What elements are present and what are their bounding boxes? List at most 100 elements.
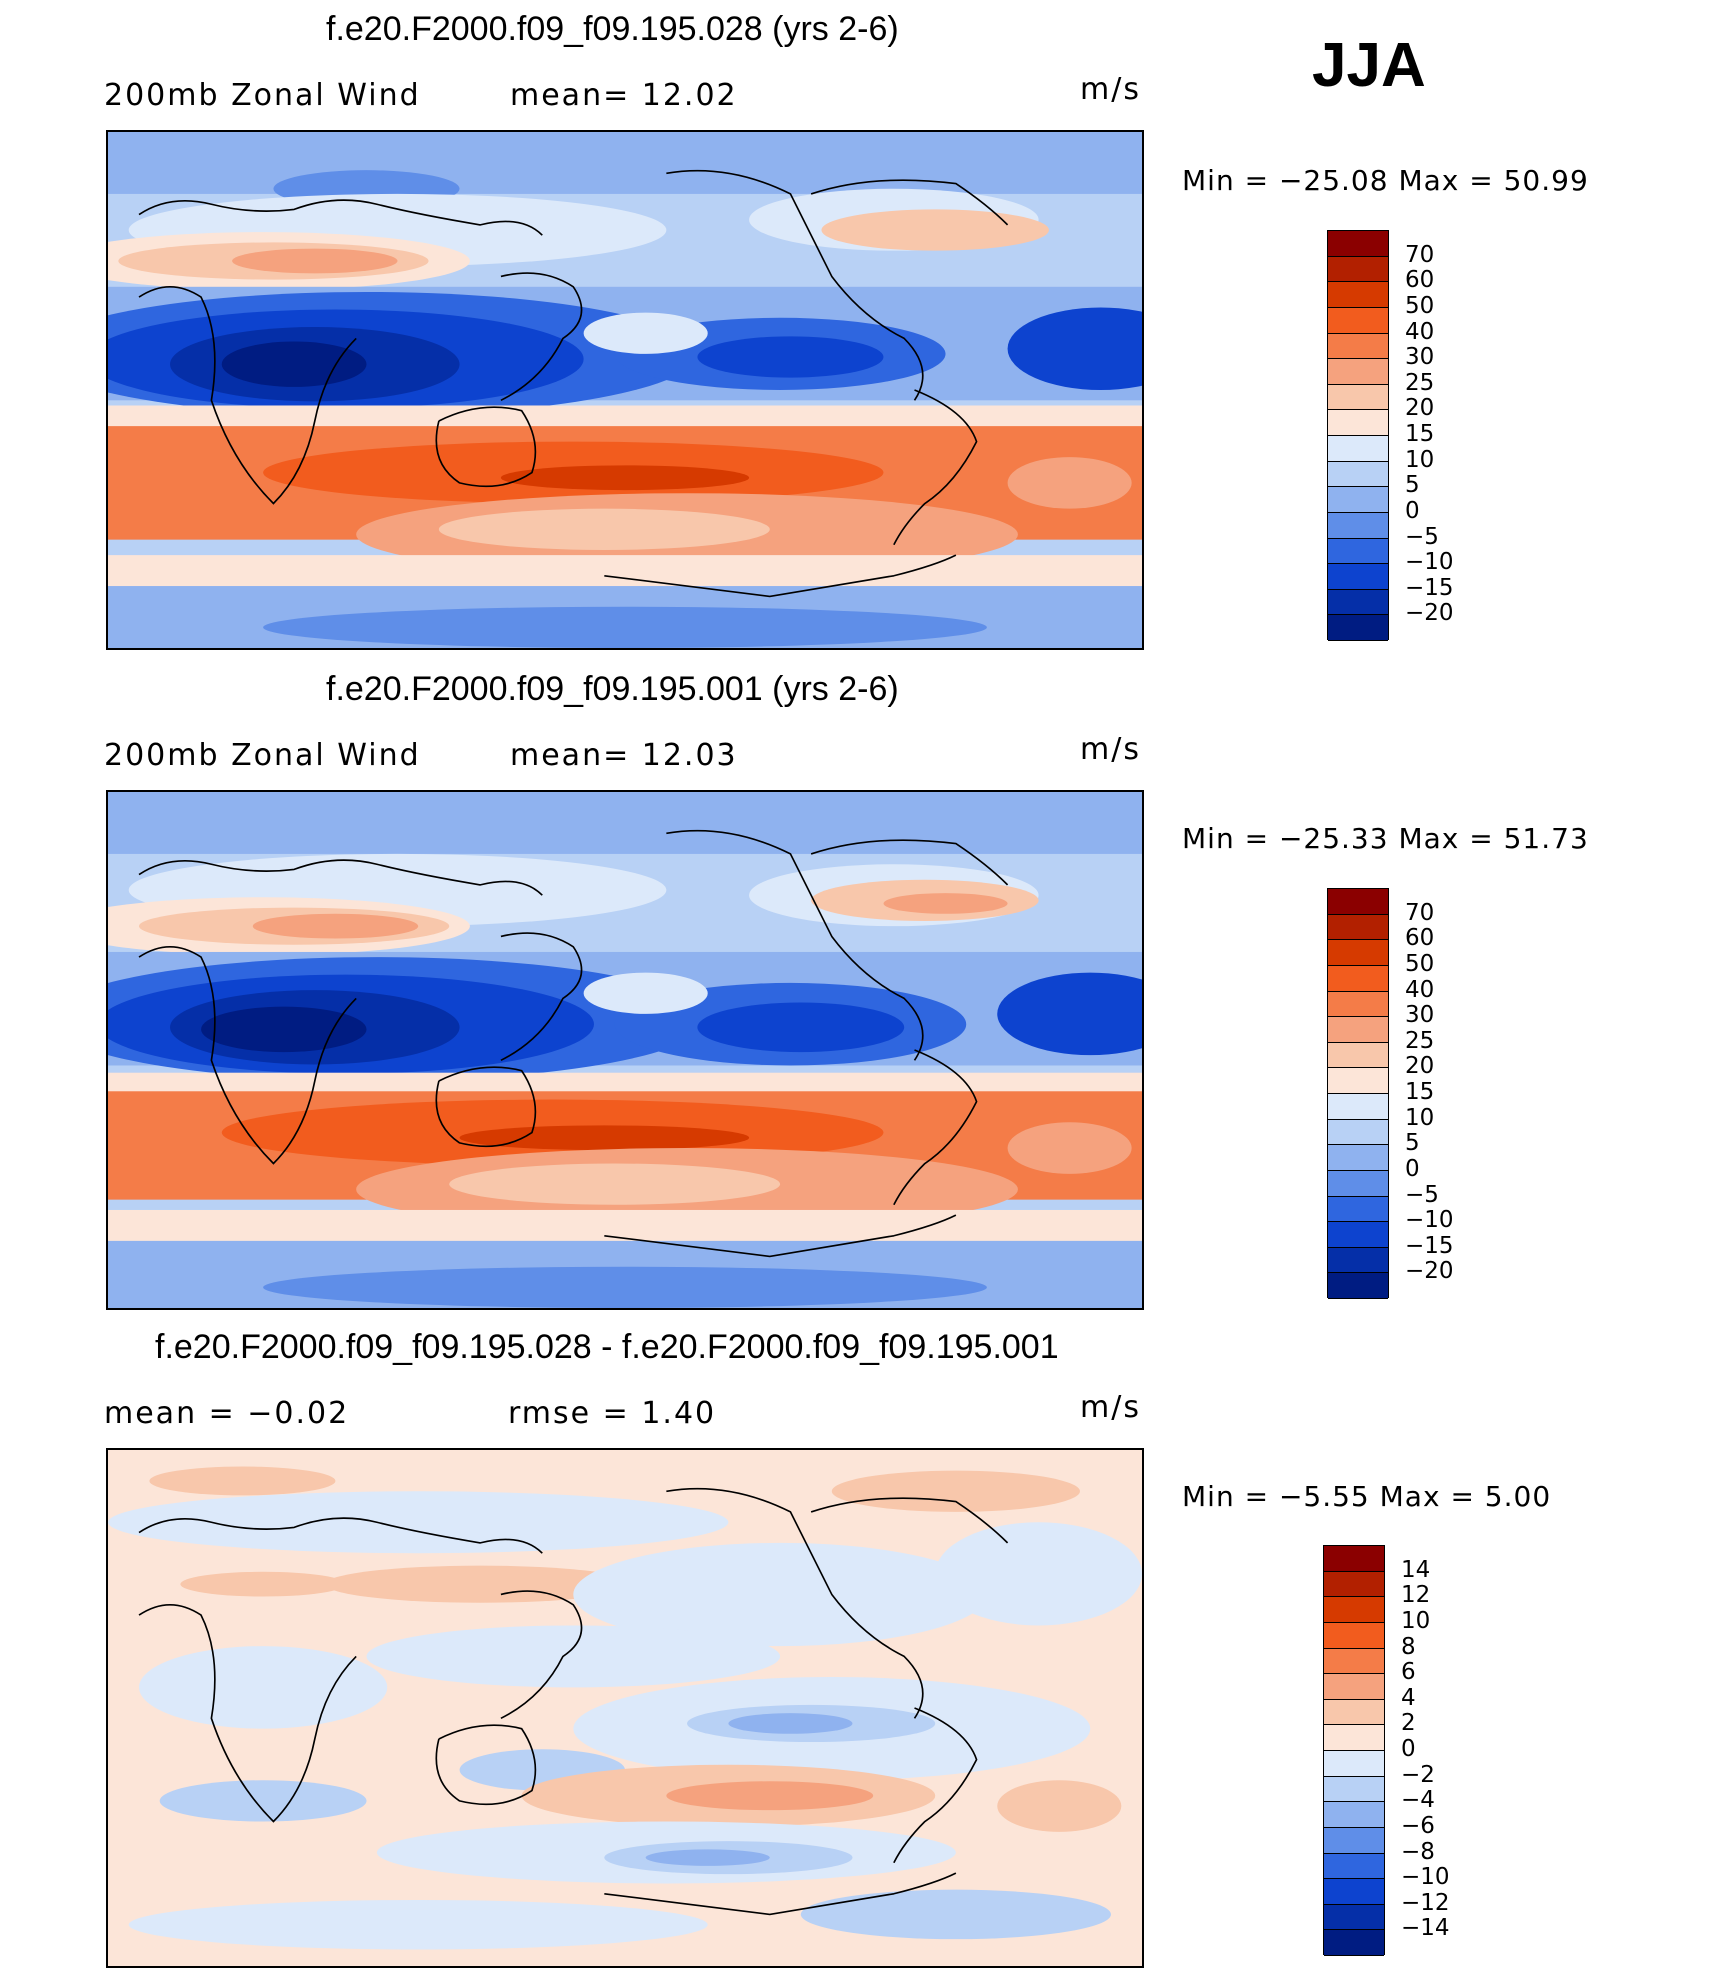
colorbar-swatch — [1328, 384, 1388, 411]
colorbar-swatch — [1328, 512, 1388, 539]
colorbar-swatch — [1324, 1904, 1384, 1931]
colorbar-tick-label: 70 — [1405, 899, 1435, 926]
colorbar-swatch — [1328, 1017, 1388, 1043]
colorbar-tick-label: −20 — [1405, 600, 1454, 627]
colorbar-swatch — [1328, 359, 1388, 385]
colorbar-tick-label: 15 — [1405, 1079, 1435, 1105]
colorbar-swatch — [1324, 1802, 1384, 1828]
colorbar-tick-label: 50 — [1405, 950, 1435, 977]
colorbar-tick-label: 8 — [1401, 1633, 1416, 1660]
colorbar-swatch — [1328, 615, 1388, 641]
colorbar-tick-label: −5 — [1405, 1181, 1439, 1208]
panel-1-mean-label: mean= 12.02 — [510, 78, 738, 113]
colorbar-tick-label: 10 — [1401, 1607, 1431, 1634]
colorbar-swatch — [1324, 1776, 1384, 1803]
panel-1-units: m/s — [1080, 72, 1141, 107]
colorbar-tick-label: 10 — [1405, 1104, 1435, 1131]
colorbar-swatch — [1328, 991, 1388, 1018]
colorbar-swatch — [1328, 333, 1388, 360]
colorbar-tick-label: −10 — [1405, 1207, 1454, 1234]
panel-3-units: m/s — [1080, 1390, 1141, 1425]
colorbar-tick-label: 40 — [1405, 318, 1435, 345]
panel-2-units: m/s — [1080, 732, 1141, 767]
colorbar-tick-label: −20 — [1405, 1258, 1454, 1285]
colorbar-tick-label: −10 — [1401, 1864, 1450, 1891]
panel-2-minmax: Min = −25.33 Max = 51.73 — [1182, 822, 1589, 855]
panel-1-contour-field — [108, 132, 1142, 648]
colorbar-tick-label: −2 — [1401, 1761, 1435, 1788]
panel-2-mean-label: mean= 12.03 — [510, 738, 738, 773]
colorbar-tick-label: 15 — [1405, 421, 1435, 447]
colorbar-tick-label: −12 — [1401, 1889, 1450, 1916]
colorbar-tick-label: 70 — [1405, 241, 1435, 268]
colorbar-tick-label: −10 — [1405, 549, 1454, 576]
colorbar-swatch — [1324, 1853, 1384, 1880]
panel-1-map — [106, 130, 1144, 650]
colorbar-tick-label: 25 — [1405, 369, 1435, 396]
colorbar-swatch — [1324, 1571, 1384, 1598]
colorbar-swatch — [1328, 914, 1388, 941]
colorbar-swatch — [1328, 889, 1388, 915]
panel-3-map — [106, 1448, 1144, 1968]
colorbar-tick-label: 6 — [1401, 1659, 1416, 1686]
colorbar-swatch — [1328, 282, 1388, 308]
panel-2-map — [106, 790, 1144, 1310]
panel-3-minmax: Min = −5.55 Max = 5.00 — [1182, 1480, 1552, 1513]
colorbar-swatch — [1328, 487, 1388, 513]
colorbar-tick-label: 12 — [1401, 1582, 1431, 1609]
colorbar-tick-label: 4 — [1401, 1684, 1416, 1711]
panel-3-colorbar-swatches — [1323, 1545, 1385, 1956]
colorbar-swatch — [1328, 256, 1388, 283]
colorbar-swatch — [1328, 940, 1388, 966]
colorbar-swatch — [1328, 1145, 1388, 1171]
colorbar-swatch — [1324, 1699, 1384, 1726]
colorbar-tick-label: 5 — [1405, 1130, 1420, 1157]
colorbar-swatch — [1328, 436, 1388, 462]
season-label: JJA — [1312, 31, 1426, 100]
panel-2-contour-field — [108, 792, 1142, 1308]
colorbar-tick-label: 50 — [1405, 292, 1435, 319]
colorbar-swatch — [1328, 461, 1388, 488]
colorbar-swatch — [1328, 1196, 1388, 1223]
colorbar-swatch — [1328, 1068, 1388, 1094]
colorbar-tick-label: 0 — [1405, 497, 1420, 524]
colorbar-swatch — [1328, 564, 1388, 590]
panel-3-rmse-label: rmse = 1.40 — [508, 1396, 717, 1431]
colorbar-swatch — [1324, 1827, 1384, 1854]
colorbar-swatch — [1328, 1273, 1388, 1299]
panel-1-minmax: Min = −25.08 Max = 50.99 — [1182, 164, 1589, 197]
colorbar-tick-label: 25 — [1405, 1027, 1435, 1054]
colorbar-swatch — [1328, 1119, 1388, 1146]
colorbar-swatch — [1328, 307, 1388, 334]
colorbar-swatch — [1324, 1546, 1384, 1572]
colorbar-tick-label: −8 — [1401, 1838, 1435, 1865]
colorbar-tick-label: −4 — [1401, 1787, 1435, 1814]
colorbar-swatch — [1324, 1674, 1384, 1700]
colorbar-tick-label: −14 — [1401, 1915, 1450, 1942]
colorbar-tick-label: 2 — [1401, 1710, 1416, 1737]
colorbar-swatch — [1324, 1622, 1384, 1649]
colorbar-swatch — [1324, 1879, 1384, 1905]
colorbar-tick-label: 30 — [1405, 1002, 1435, 1029]
colorbar-swatch — [1328, 589, 1388, 616]
colorbar-tick-label: 20 — [1405, 395, 1435, 422]
colorbar-swatch — [1324, 1597, 1384, 1623]
colorbar-swatch — [1328, 538, 1388, 565]
panel-3-title: f.e20.F2000.f09_f09.195.028 - f.e20.F200… — [155, 1328, 1059, 1366]
colorbar-swatch — [1324, 1930, 1384, 1956]
colorbar-tick-label: 14 — [1401, 1556, 1431, 1583]
colorbar-tick-label: 60 — [1405, 925, 1435, 952]
colorbar-tick-label: 10 — [1405, 446, 1435, 473]
colorbar-tick-label: −15 — [1405, 1232, 1454, 1259]
colorbar-swatch — [1324, 1751, 1384, 1777]
colorbar-swatch — [1328, 410, 1388, 436]
colorbar-swatch — [1328, 1222, 1388, 1248]
panel-2-colorbar-swatches — [1327, 888, 1389, 1299]
colorbar-tick-label: 60 — [1405, 267, 1435, 294]
colorbar-tick-label: 20 — [1405, 1053, 1435, 1080]
colorbar-swatch — [1324, 1725, 1384, 1751]
panel-1-colorbar-swatches — [1327, 230, 1389, 641]
colorbar-swatch — [1328, 1094, 1388, 1120]
panel-2-title: f.e20.F2000.f09_f09.195.001 (yrs 2-6) — [326, 670, 899, 708]
panel-2-variable-label: 200mb Zonal Wind — [104, 738, 421, 773]
